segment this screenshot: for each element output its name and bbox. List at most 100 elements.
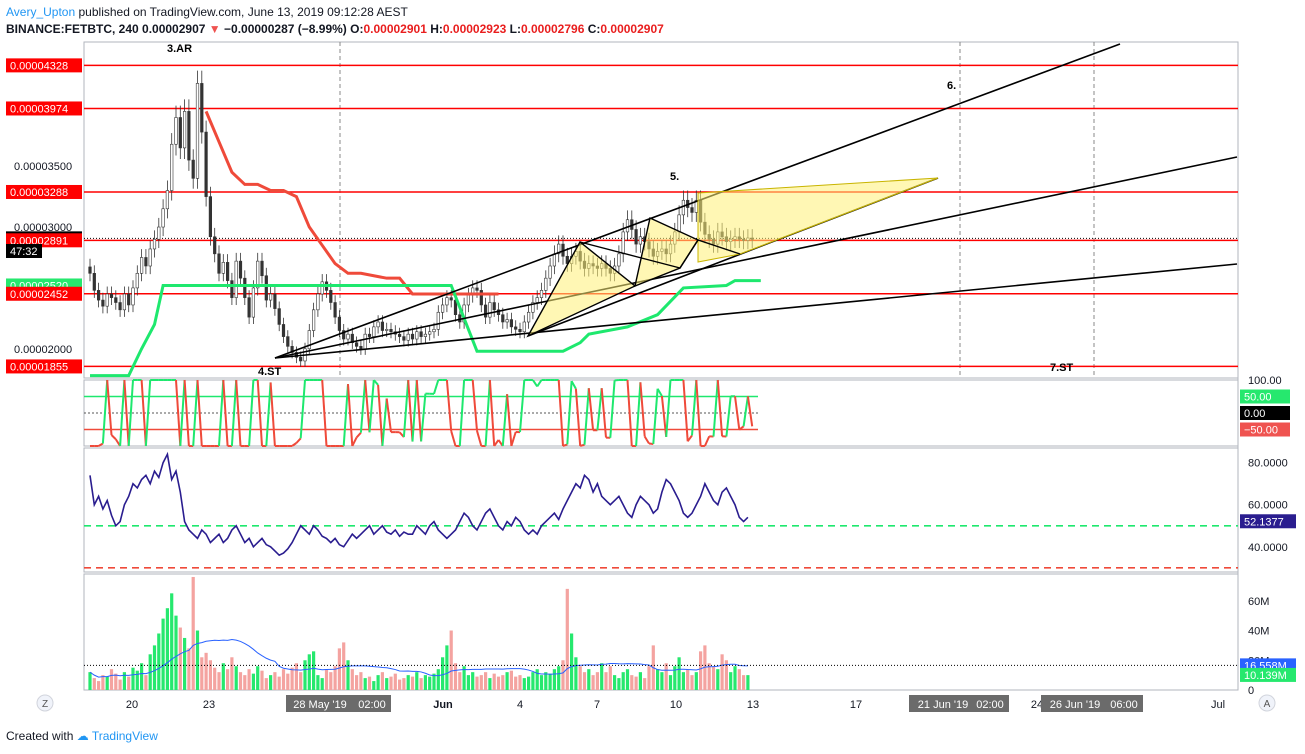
volume-bar [260, 670, 264, 690]
osc-line-segment [725, 396, 732, 437]
symbol-name: BINANCE:FETBTC, 240 [6, 22, 139, 36]
candle [174, 117, 178, 145]
osc-line-segment [127, 379, 134, 447]
volume-bar [355, 675, 359, 690]
volume-bar [101, 675, 105, 690]
volume-bar [105, 676, 109, 690]
osc-line-segment [106, 379, 113, 436]
volume-bar [204, 652, 208, 690]
candle [148, 248, 152, 267]
volume-bar [393, 673, 397, 690]
zoom-button-icon: Z [42, 699, 48, 710]
volume-bar [656, 669, 660, 690]
osc-line-segment [703, 435, 711, 447]
candle [320, 281, 324, 295]
osc-line-segment [373, 379, 379, 386]
volume-bar [208, 660, 212, 690]
osc-line-segment [458, 379, 466, 447]
trendline-2 [274, 263, 1238, 359]
volume-tick-label: 40M [1248, 626, 1269, 638]
volume-bar [733, 666, 737, 690]
volume-bar [294, 663, 298, 690]
candle [260, 260, 264, 277]
osc-line-segment [110, 434, 117, 440]
symbol-info: BINANCE:FETBTC, 240 0.00002907 ▼ −0.0000… [6, 22, 664, 36]
volume-bar [453, 663, 458, 690]
author-link[interactable]: Avery_Upton [6, 5, 76, 19]
volume-bar [462, 666, 466, 690]
volume-bar [329, 672, 333, 690]
volume-bar [690, 675, 694, 690]
volume-bar [346, 660, 350, 690]
volume-bar [578, 666, 582, 690]
osc-line-segment [691, 379, 698, 436]
candle [690, 207, 694, 213]
osc-line-segment [609, 380, 616, 438]
price-tick-label: 0.00003000 [14, 222, 72, 234]
volume-bar [299, 672, 303, 690]
osc-line-segment [493, 439, 500, 447]
osc-line-segment [269, 382, 276, 447]
volume-bar [359, 672, 363, 690]
support-green-line [90, 279, 761, 378]
osc-line-segment [192, 379, 199, 447]
candle [449, 297, 453, 301]
candle [350, 333, 354, 343]
time-tick-label: 20 [126, 699, 138, 711]
last-price: 0.00002907 [142, 22, 206, 36]
osc-line-segment [557, 379, 564, 447]
candle [140, 257, 144, 274]
volume-bar [681, 672, 685, 690]
osc-line-segment [583, 388, 590, 445]
volume-bar [643, 678, 647, 690]
auto-scale-button [1258, 694, 1276, 712]
annotation-label: 6. [947, 80, 956, 92]
tradingview-brand[interactable]: TradingView [91, 729, 158, 743]
volume-bar [195, 630, 200, 690]
volume-bar [742, 675, 746, 690]
open-label: O: [350, 22, 364, 36]
time-axis-box [286, 695, 354, 712]
volume-bar [213, 667, 217, 690]
volume-bar [492, 673, 496, 690]
volume-bar [174, 615, 178, 690]
price-label-text: 0.00001855 [10, 361, 68, 373]
volume-bar [316, 675, 320, 690]
candle [389, 329, 393, 333]
volume-bar [406, 675, 410, 690]
osc-line-segment [570, 380, 577, 390]
candle [161, 208, 165, 228]
osc-line-segment [222, 379, 229, 447]
candle [638, 236, 642, 245]
candle [122, 293, 126, 311]
time-axis-box [909, 695, 977, 712]
volume-bar [367, 676, 372, 690]
volume-bar [496, 676, 501, 690]
price-label-box [6, 233, 82, 248]
osc-line-segment [566, 381, 573, 445]
volume-bar [243, 675, 247, 690]
volume-bar [630, 675, 634, 690]
volume-bar [350, 669, 354, 690]
volume-bar [165, 608, 169, 690]
price-label-box [6, 184, 82, 199]
high-value: 0.00002923 [442, 22, 507, 36]
volume-bar [122, 672, 126, 690]
volume-bar [436, 669, 440, 690]
price-label-box [6, 101, 82, 116]
volume-bar [389, 676, 393, 690]
volume-tick-label: 60M [1248, 596, 1269, 608]
published-text: published on TradingView.com, June 13, 2… [78, 5, 408, 19]
volume-bar [441, 657, 445, 690]
osc-line-segment [420, 393, 427, 442]
volume-bar [720, 654, 724, 690]
volume-bar [380, 672, 384, 690]
candle [557, 243, 561, 255]
volume-bar [694, 672, 698, 690]
time-axis-box [353, 695, 391, 712]
candle [415, 331, 419, 340]
candle [187, 111, 191, 161]
trailing-stop-red-line [204, 110, 499, 296]
candle [109, 293, 114, 298]
